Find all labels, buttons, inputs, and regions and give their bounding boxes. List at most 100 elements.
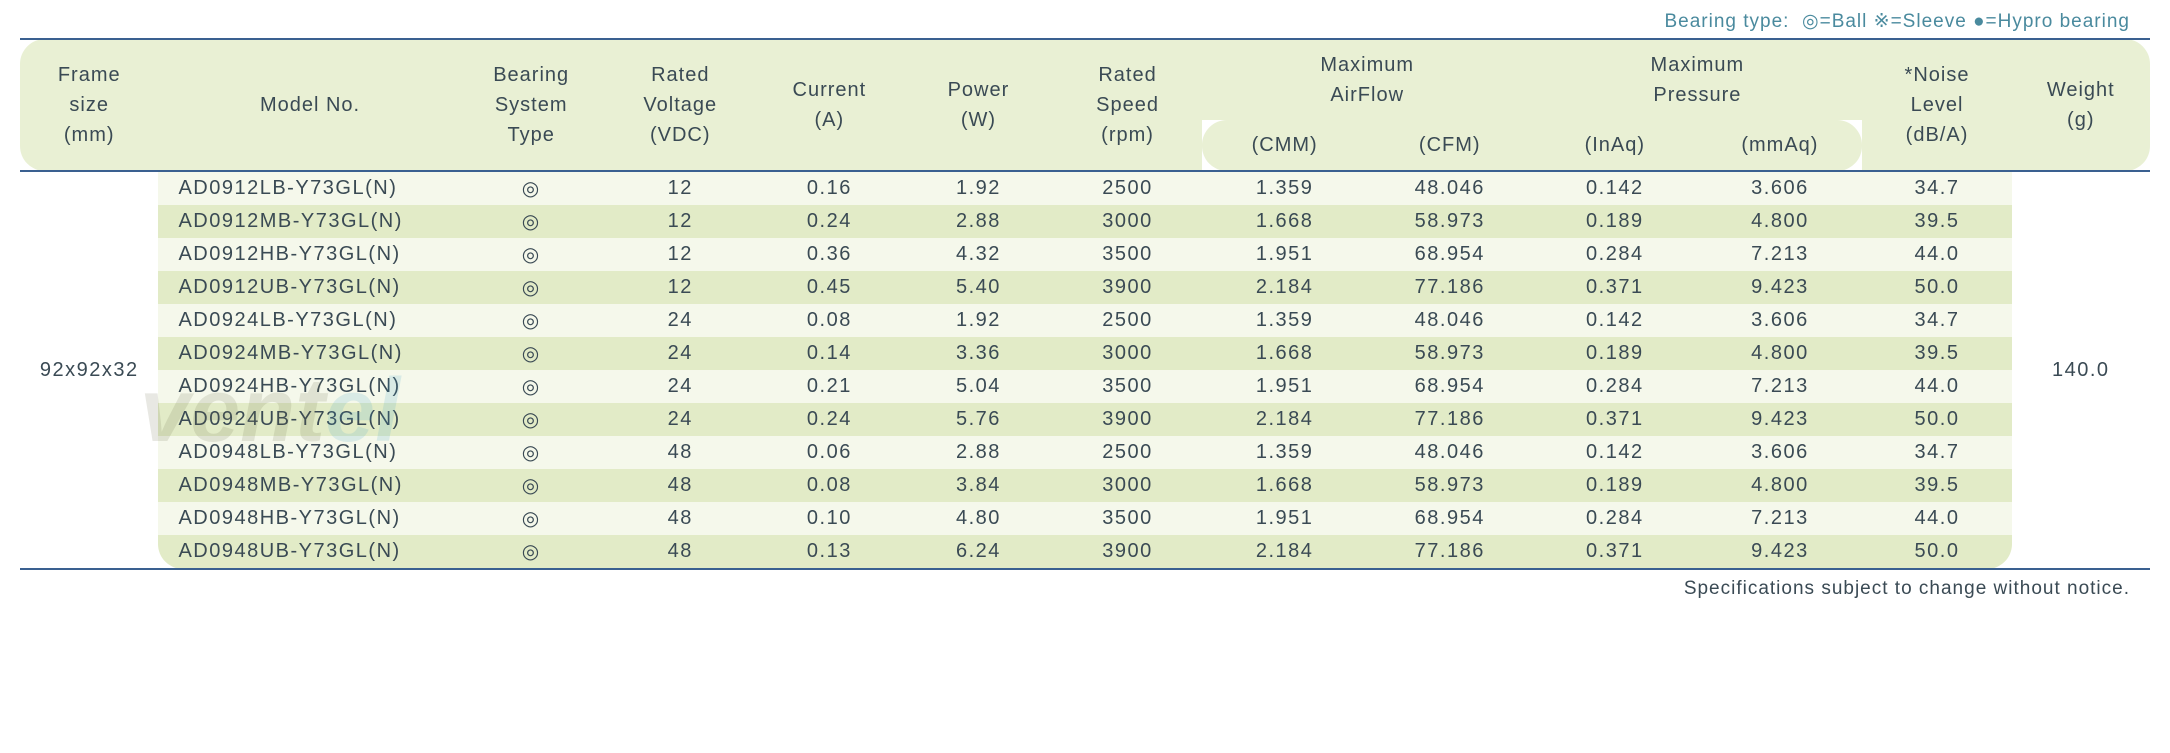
voltage-cell: 48 (606, 469, 755, 502)
cfm-cell: 77.186 (1367, 403, 1532, 436)
table-row: AD0948UB-Y73GL(N)◎480.136.2439002.18477.… (20, 535, 2150, 569)
bearing-cell: ◎ (457, 502, 606, 535)
footer-note: Specifications subject to change without… (20, 578, 2150, 600)
hypro-symbol: ● (1973, 11, 1985, 32)
table-row: AD0948LB-Y73GL(N)◎480.062.8825001.35948.… (20, 436, 2150, 469)
mmaq-cell: 9.423 (1697, 271, 1862, 304)
header-bearing: Bearing System Type (457, 39, 606, 171)
current-cell: 0.16 (755, 171, 904, 205)
table-row: AD0948HB-Y73GL(N)◎480.104.8035001.95168.… (20, 502, 2150, 535)
speed-cell: 3500 (1053, 238, 1202, 271)
bearing-cell: ◎ (457, 337, 606, 370)
cfm-cell: 77.186 (1367, 271, 1532, 304)
current-cell: 0.14 (755, 337, 904, 370)
noise-cell: 39.5 (1862, 469, 2011, 502)
current-cell: 0.21 (755, 370, 904, 403)
speed-cell: 3000 (1053, 205, 1202, 238)
inaq-cell: 0.142 (1532, 171, 1697, 205)
power-cell: 5.40 (904, 271, 1053, 304)
noise-cell: 44.0 (1862, 502, 2011, 535)
current-cell: 0.24 (755, 205, 904, 238)
header-power: Power (W) (904, 39, 1053, 171)
speed-cell: 3000 (1053, 337, 1202, 370)
model-cell: AD0924LB-Y73GL(N) (158, 304, 456, 337)
power-cell: 3.84 (904, 469, 1053, 502)
cmm-cell: 2.184 (1202, 271, 1367, 304)
speed-cell: 2500 (1053, 436, 1202, 469)
mmaq-cell: 7.213 (1697, 502, 1862, 535)
model-cell: AD0948UB-Y73GL(N) (158, 535, 456, 569)
speed-cell: 3900 (1053, 535, 1202, 569)
speed-cell: 2500 (1053, 304, 1202, 337)
voltage-cell: 24 (606, 337, 755, 370)
frame-size-cell: 92x92x32 (20, 171, 158, 569)
sleeve-symbol: ※ (1874, 11, 1891, 32)
cmm-cell: 1.668 (1202, 469, 1367, 502)
table-body: 92x92x32AD0912LB-Y73GL(N)◎120.161.922500… (20, 171, 2150, 569)
model-cell: AD0948LB-Y73GL(N) (158, 436, 456, 469)
voltage-cell: 48 (606, 436, 755, 469)
header-frame-size: Frame size (mm) (20, 39, 158, 171)
header-pressure: Maximum Pressure (1532, 39, 1862, 120)
table-row: AD0924UB-Y73GL(N)◎240.245.7639002.18477.… (20, 403, 2150, 436)
noise-cell: 39.5 (1862, 205, 2011, 238)
noise-cell: 34.7 (1862, 304, 2011, 337)
speed-cell: 3500 (1053, 502, 1202, 535)
inaq-cell: 0.284 (1532, 502, 1697, 535)
mmaq-cell: 7.213 (1697, 370, 1862, 403)
cfm-cell: 48.046 (1367, 436, 1532, 469)
mmaq-cell: 9.423 (1697, 403, 1862, 436)
header-airflow: Maximum AirFlow (1202, 39, 1532, 120)
mmaq-cell: 7.213 (1697, 238, 1862, 271)
hypro-label: =Hypro bearing (1986, 11, 2130, 32)
bearing-cell: ◎ (457, 271, 606, 304)
noise-cell: 34.7 (1862, 436, 2011, 469)
cmm-cell: 1.951 (1202, 370, 1367, 403)
bearing-cell: ◎ (457, 205, 606, 238)
cmm-cell: 1.668 (1202, 337, 1367, 370)
model-cell: AD0924UB-Y73GL(N) (158, 403, 456, 436)
ball-label: =Ball (1820, 11, 1868, 32)
power-cell: 4.32 (904, 238, 1053, 271)
header-cmm: (CMM) (1202, 120, 1367, 171)
voltage-cell: 24 (606, 304, 755, 337)
inaq-cell: 0.189 (1532, 205, 1697, 238)
noise-cell: 44.0 (1862, 370, 2011, 403)
mmaq-cell: 4.800 (1697, 337, 1862, 370)
header-current: Current (A) (755, 39, 904, 171)
bearing-cell: ◎ (457, 535, 606, 569)
cfm-cell: 68.954 (1367, 502, 1532, 535)
inaq-cell: 0.371 (1532, 535, 1697, 569)
voltage-cell: 24 (606, 403, 755, 436)
bearing-cell: ◎ (457, 469, 606, 502)
cmm-cell: 1.668 (1202, 205, 1367, 238)
bearing-cell: ◎ (457, 238, 606, 271)
header-model: Model No. (158, 39, 456, 171)
cfm-cell: 68.954 (1367, 370, 1532, 403)
ball-symbol: ◎ (1802, 11, 1820, 32)
table-header: Frame size (mm) Model No. Bearing System… (20, 39, 2150, 171)
power-cell: 2.88 (904, 436, 1053, 469)
inaq-cell: 0.371 (1532, 271, 1697, 304)
speed-cell: 3000 (1053, 469, 1202, 502)
model-cell: AD0924HB-Y73GL(N) (158, 370, 456, 403)
bearing-cell: ◎ (457, 436, 606, 469)
model-cell: AD0948MB-Y73GL(N) (158, 469, 456, 502)
header-voltage: Rated Voltage (VDC) (606, 39, 755, 171)
current-cell: 0.08 (755, 469, 904, 502)
speed-cell: 3900 (1053, 271, 1202, 304)
power-cell: 4.80 (904, 502, 1053, 535)
inaq-cell: 0.284 (1532, 370, 1697, 403)
current-cell: 0.36 (755, 238, 904, 271)
voltage-cell: 48 (606, 535, 755, 569)
power-cell: 5.76 (904, 403, 1053, 436)
mmaq-cell: 3.606 (1697, 304, 1862, 337)
cfm-cell: 58.973 (1367, 337, 1532, 370)
power-cell: 1.92 (904, 171, 1053, 205)
noise-cell: 50.0 (1862, 403, 2011, 436)
inaq-cell: 0.142 (1532, 304, 1697, 337)
speed-cell: 3900 (1053, 403, 1202, 436)
power-cell: 1.92 (904, 304, 1053, 337)
current-cell: 0.08 (755, 304, 904, 337)
voltage-cell: 12 (606, 238, 755, 271)
